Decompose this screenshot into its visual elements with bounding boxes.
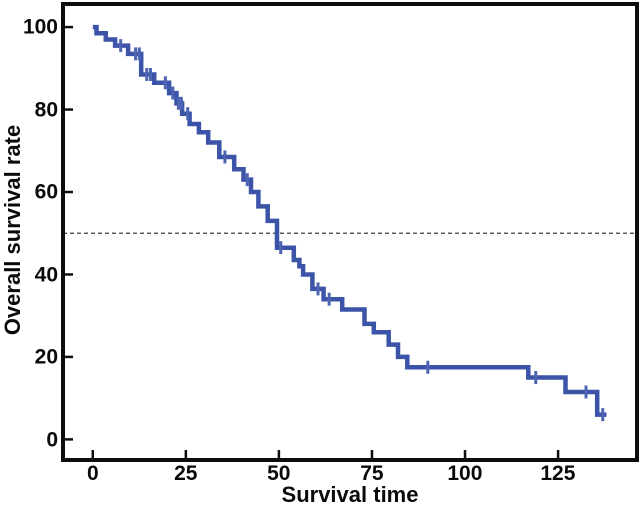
y-axis-title: Overall survival rate	[0, 124, 25, 336]
x-tick-label-75: 75	[360, 462, 384, 485]
survival-curve	[92, 24, 607, 417]
plot-frame	[61, 2, 639, 462]
x-axis-title: Survival time	[281, 482, 419, 507]
y-tick-label-40: 40	[34, 263, 58, 287]
y-tick-label-80: 80	[34, 98, 58, 122]
x-tick-label-100: 100	[447, 462, 483, 485]
x-tick-label-25: 25	[174, 462, 198, 485]
y-tick-label-0: 0	[46, 428, 58, 452]
y-tick-label-60: 60	[34, 180, 58, 204]
y-tick-label-20: 20	[34, 345, 58, 369]
x-tick-label-0: 0	[86, 462, 99, 485]
y-tick-label-100: 100	[22, 15, 58, 39]
x-tick-label-125: 125	[540, 462, 576, 485]
x-tick-label-50: 50	[267, 462, 291, 485]
